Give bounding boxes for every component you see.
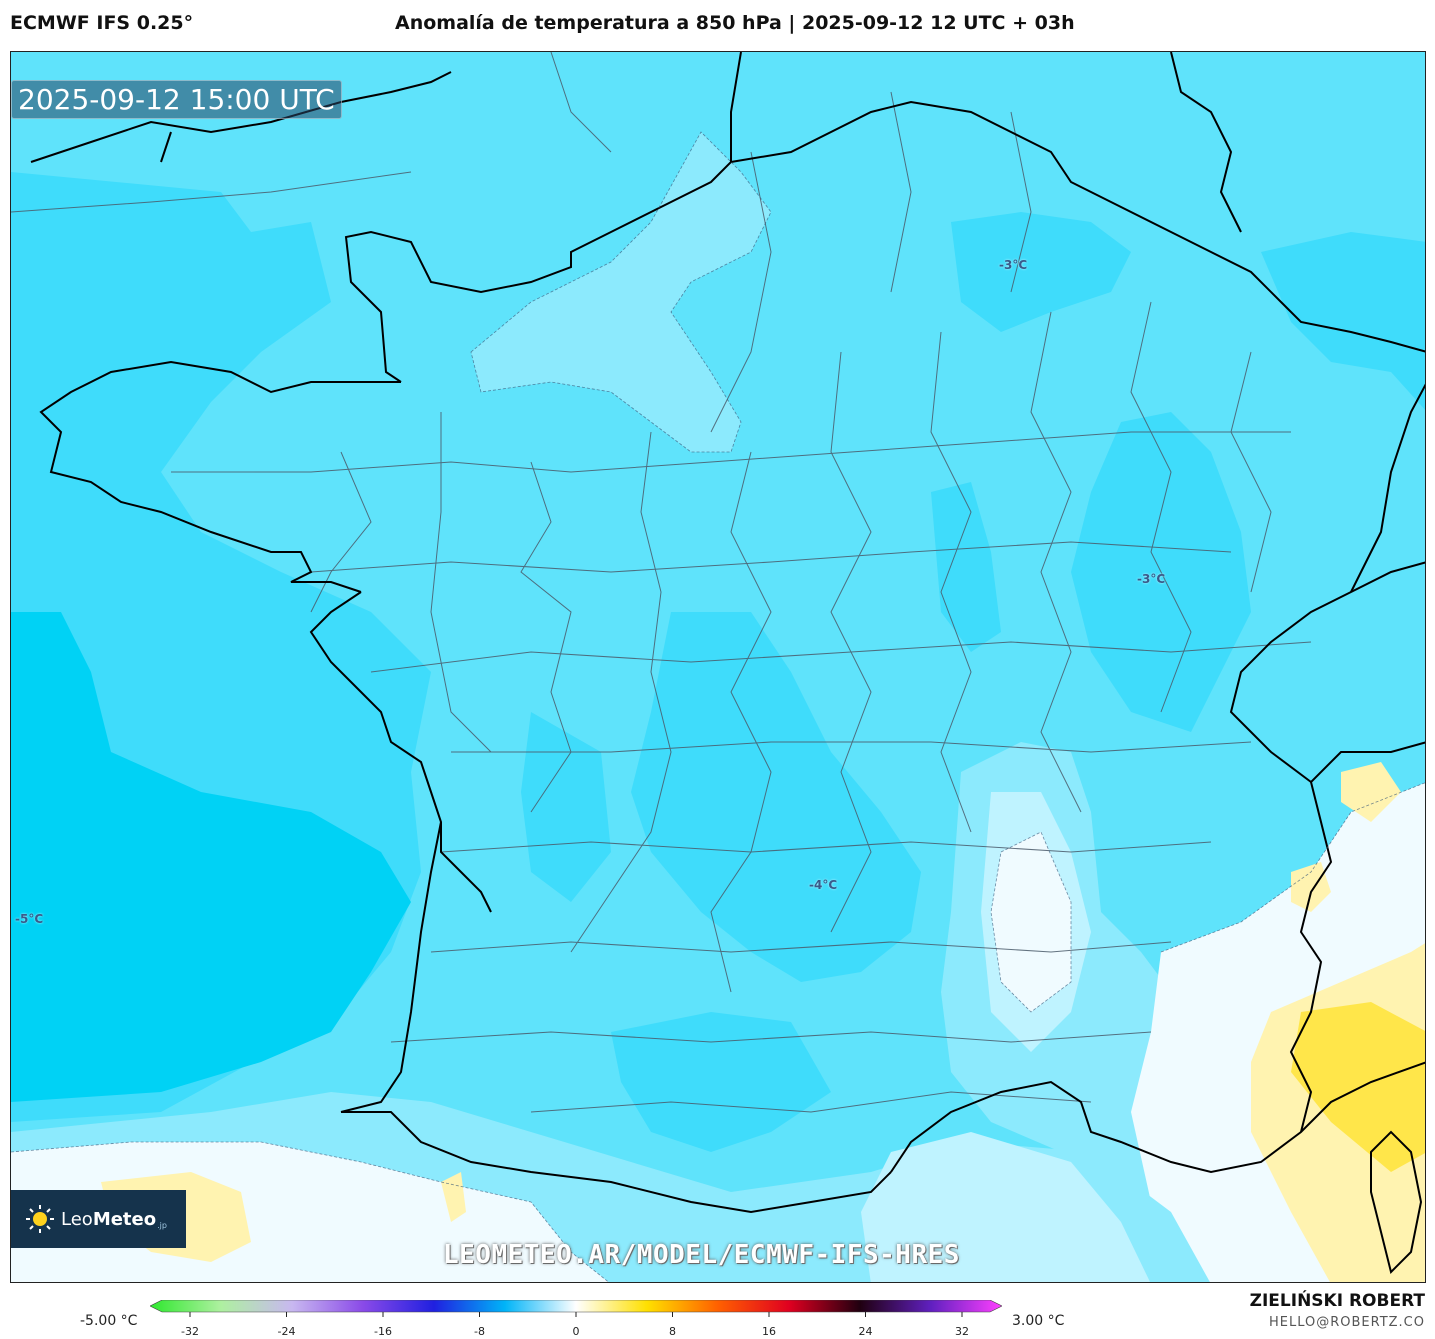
temperature-anomaly-map [11,52,1425,1282]
biscay-coast [309,591,492,1113]
contour-label: -5°C [15,912,44,926]
anomaly-zone-white-southeast [991,832,1071,1012]
spain-border [341,1111,892,1214]
anomaly-zone-warmer-italy [1291,1002,1425,1172]
valid-time-badge: 2025-09-12 15:00 UTC [11,80,342,119]
anomaly-zone-cold-centre [631,612,921,982]
english-coast [30,71,452,163]
colorbar-tick-label: 0 [572,1325,580,1338]
colorbar-tick-label: 16 [762,1325,776,1338]
anomaly-zone-warm-pyrenees-spot [441,1172,466,1222]
contour-label: -3°C [1137,572,1166,586]
anomaly-contours [11,131,1425,1282]
colorbar-tick-label: -8 [474,1325,485,1338]
swiss-border [1229,561,1425,783]
model-label: ECMWF IFS 0.25° [10,12,194,34]
logo-text: LeoMeteo.jp [61,1208,167,1230]
scale-min-label: -5.00 °C [80,1313,138,1329]
anomaly-zone-cold-east-strip [931,482,1001,652]
anomaly-zone-cold-northeast-corner [1261,232,1425,410]
colorbar [150,1300,1002,1317]
anomaly-zone-cold-southwest [521,712,611,902]
anomaly-zone-cold-south [611,1012,831,1152]
map-frame[interactable]: 2025-09-12 15:00 UTC -3°C -3°C -4°C -5°C… [10,51,1426,1283]
netherlands-border [1170,52,1242,233]
contour-label: -3°C [999,258,1028,272]
contour-label: -4°C [809,878,838,892]
colorbar-tick-label: 24 [858,1325,873,1338]
rhine-border [1350,383,1425,593]
corsica-outline [1370,1130,1423,1274]
author-name: ZIELIŃSKI ROBERT [1249,1291,1425,1311]
colorbar-bar [150,1300,1002,1313]
colorbar-tick-label: -24 [277,1325,296,1338]
coastlines-and-borders [30,52,1425,1274]
leometeo-logo[interactable]: LeoMeteo.jp [11,1190,186,1248]
scale-max-label: 3.00 °C [1012,1313,1065,1329]
colorbar-tick-label: -16 [374,1325,392,1338]
anomaly-zone-light-north [471,132,771,452]
belgium-lux-germany-border [730,100,1425,353]
colorbar-tick-label: 8 [669,1325,676,1338]
anomaly-zone-warm-piedmont-spot [1291,862,1331,912]
watermark-url[interactable]: LEOMETEO.AR/MODEL/ECMWF-IFS-HRES [443,1240,960,1270]
anomaly-zone-very-cold-atlantic [11,612,411,1102]
channel-coast-france [344,52,742,383]
sun-icon [26,1205,54,1233]
brittany-coast [39,360,401,593]
map-title: Anomalía de temperatura a 850 hPa | 2025… [395,12,1075,34]
colorbar-tick-label: -32 [181,1325,199,1338]
anomaly-zone-cold-northeast [951,212,1131,332]
colorbar-tick-label: 32 [955,1325,969,1338]
italy-border [1289,741,1425,1133]
mediterranean-coast [890,1061,1425,1174]
department-boundaries [11,52,1312,1113]
anomaly-zone-light-mediterranean [861,1132,1151,1282]
anomaly-zone-warm-alps-spot [1341,762,1401,822]
author-email[interactable]: HELLO@ROBERTZ.CO [1268,1315,1425,1330]
colorbar-ticks [189,1312,963,1317]
